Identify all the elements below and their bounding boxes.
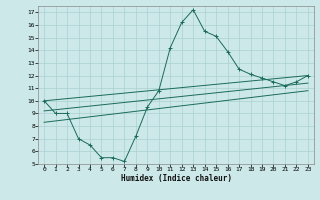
X-axis label: Humidex (Indice chaleur): Humidex (Indice chaleur) (121, 174, 231, 183)
